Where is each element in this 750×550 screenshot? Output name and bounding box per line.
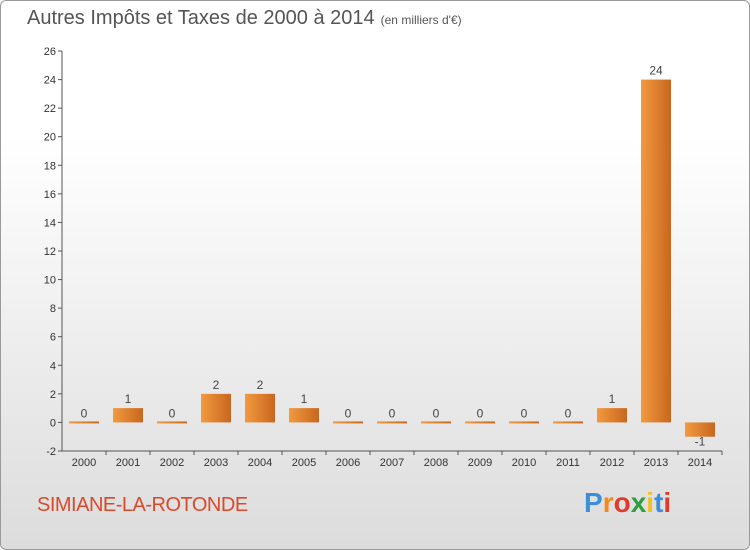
bar xyxy=(113,408,143,423)
x-tick-label: 2006 xyxy=(336,457,360,469)
x-tick-label: 2007 xyxy=(380,457,404,469)
x-tick-label: 2008 xyxy=(424,457,448,469)
y-tick-label: 8 xyxy=(50,303,56,315)
x-tick-label: 2014 xyxy=(688,457,712,469)
bar xyxy=(597,408,627,423)
x-tick-label: 2009 xyxy=(468,457,492,469)
logo-letter: P xyxy=(584,487,603,518)
chart-title: Autres Impôts et Taxes de 2000 à 2014 (en… xyxy=(27,7,462,30)
data-label: 0 xyxy=(565,406,572,420)
bar xyxy=(333,421,363,424)
y-tick-label: 24 xyxy=(44,75,56,87)
bar xyxy=(245,393,275,423)
x-tick-label: 2011 xyxy=(556,457,580,469)
logo-letter: i xyxy=(663,487,672,518)
data-label: 1 xyxy=(609,392,616,406)
data-label: 0 xyxy=(345,406,352,420)
x-tick-label: 2002 xyxy=(160,457,184,469)
logo-letter: o xyxy=(613,487,631,518)
bar xyxy=(465,421,495,424)
y-tick-label: 0 xyxy=(50,417,56,429)
bar xyxy=(69,421,99,424)
y-tick-label: -2 xyxy=(46,446,56,458)
data-label: 24 xyxy=(649,64,663,78)
x-tick-label: 2012 xyxy=(600,457,624,469)
bar xyxy=(641,79,671,423)
data-label: 1 xyxy=(301,392,308,406)
y-tick-label: 26 xyxy=(44,46,56,58)
y-tick-label: 10 xyxy=(44,275,56,287)
x-tick-label: 2013 xyxy=(644,457,668,469)
bar xyxy=(157,421,187,424)
data-label: 0 xyxy=(477,406,484,420)
data-label: 0 xyxy=(169,406,176,420)
bar xyxy=(509,421,539,424)
y-tick-label: 12 xyxy=(44,246,56,258)
x-tick-label: 2010 xyxy=(512,457,536,469)
y-tick-label: 16 xyxy=(44,189,56,201)
data-label: 2 xyxy=(257,378,264,392)
x-tick-label: 2001 xyxy=(116,457,140,469)
data-label: 0 xyxy=(389,406,396,420)
x-tick-label: 2000 xyxy=(72,457,96,469)
y-tick-label: 4 xyxy=(50,360,56,372)
proxiti-logo: Proxiti xyxy=(584,487,671,519)
bar xyxy=(421,421,451,424)
y-tick-label: 22 xyxy=(44,103,56,115)
x-tick-label: 2004 xyxy=(248,457,272,469)
bar xyxy=(289,408,319,423)
data-label: 2 xyxy=(213,378,220,392)
y-tick-label: 20 xyxy=(44,132,56,144)
data-label: 0 xyxy=(521,406,528,420)
x-tick-label: 2005 xyxy=(292,457,316,469)
data-label: -1 xyxy=(695,435,706,449)
bar xyxy=(685,422,715,437)
y-tick-label: 2 xyxy=(50,389,56,401)
chart-title-text: Autres Impôts et Taxes de 2000 à 2014 xyxy=(27,7,375,29)
x-tick-label: 2003 xyxy=(204,457,228,469)
bar xyxy=(377,421,407,424)
bar xyxy=(553,421,583,424)
logo-letter: x xyxy=(630,487,647,518)
data-label: 0 xyxy=(81,406,88,420)
data-label: 1 xyxy=(125,392,132,406)
logo-letter: t xyxy=(654,487,664,518)
data-label: 0 xyxy=(433,406,440,420)
y-tick-label: 14 xyxy=(44,217,56,229)
logo-letter: r xyxy=(602,487,614,518)
y-tick-label: 18 xyxy=(44,160,56,172)
commune-name: SIMIANE-LA-ROTONDE xyxy=(37,494,248,516)
bar xyxy=(201,393,231,423)
y-tick-label: 6 xyxy=(50,332,56,344)
chart-unit-note: (en milliers d'€) xyxy=(380,13,462,27)
logo-letter: i xyxy=(646,487,655,518)
